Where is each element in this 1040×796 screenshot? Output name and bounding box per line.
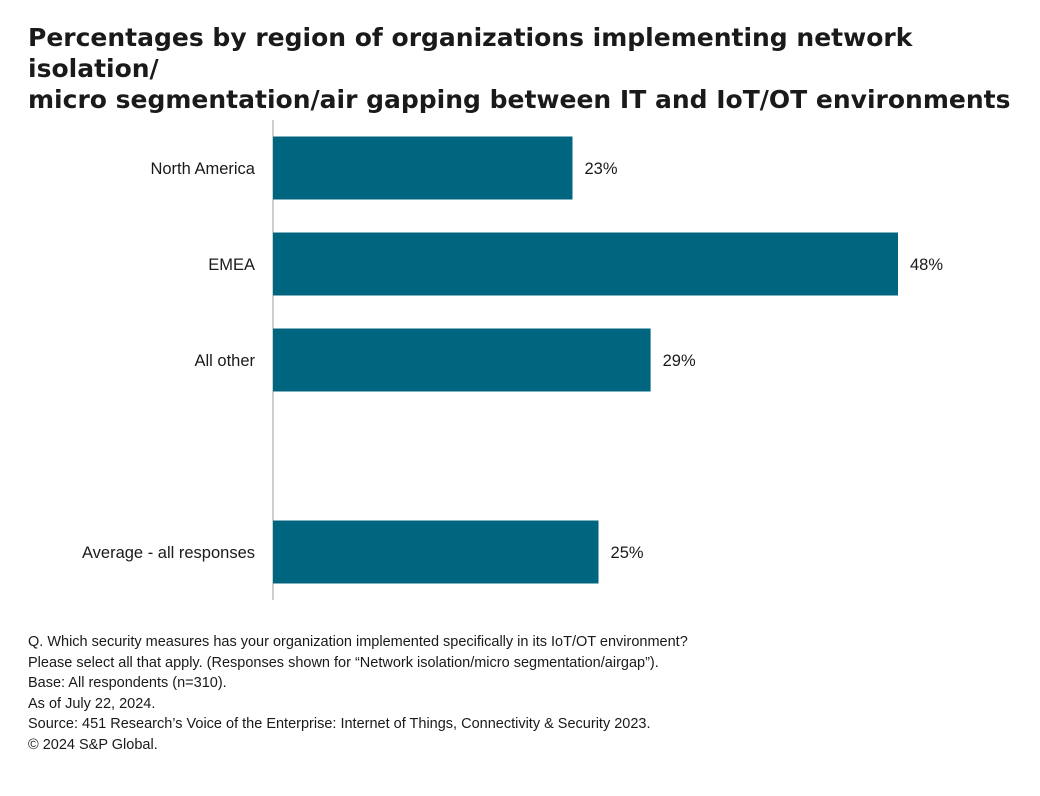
bar-average-all-responses (273, 520, 599, 584)
bar-chart: North America 23% EMEA 48% All other 29% Avera… (82, 120, 943, 600)
data-label-all-other: 29% (663, 352, 696, 370)
bar-emea (273, 232, 898, 296)
category-label-emea: EMEA (208, 256, 255, 274)
chart-title-line-2: micro segmentation/air gapping between I… (28, 85, 1011, 114)
footnotes: Q. Which security measures has your orga… (28, 632, 1008, 755)
data-label-emea: 48% (910, 256, 943, 274)
footnote-question-line-1: Q. Which security measures has your orga… (28, 634, 688, 650)
footnote-base: Base: All respondents (n=310). (28, 675, 227, 691)
bar-north-america (273, 136, 573, 200)
category-label-all-other: All other (194, 352, 255, 370)
data-label-north-america: 23% (584, 160, 617, 178)
footnote-source: Source: 451 Research’s Voice of the Ente… (28, 716, 651, 732)
footnote-question-line-2: Please select all that apply. (Responses… (28, 654, 659, 671)
category-label-north-america: North America (150, 160, 255, 178)
category-label-average-all-responses: Average - all responses (82, 544, 255, 562)
bars-group: North America 23% EMEA 48% All other 29% Avera… (82, 136, 943, 584)
data-label-average-all-responses: 25% (611, 544, 644, 562)
bar-all-other (273, 328, 651, 392)
chart-title: Percentages by region of organizations i… (28, 22, 1018, 115)
footnote-as-of: As of July 22, 2024. (28, 695, 156, 712)
footnote-copyright: © 2024 S&P Global. (28, 736, 158, 753)
chart-title-line-1: Percentages by region of organizations i… (28, 23, 913, 83)
